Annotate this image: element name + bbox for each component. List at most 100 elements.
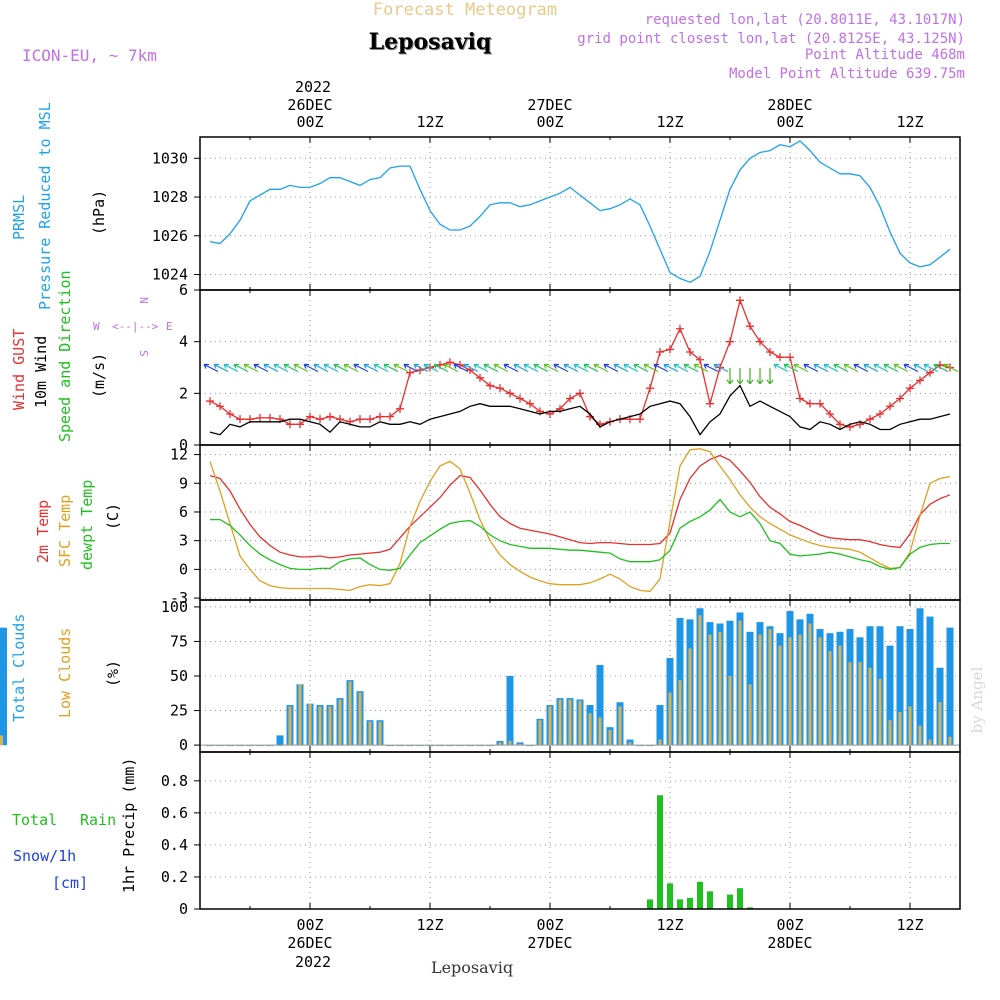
- bar-rain: [697, 881, 703, 909]
- wind-direction-arrow: [253, 363, 269, 373]
- bar-low-clouds: [368, 721, 372, 746]
- wind-direction-arrow: [803, 363, 819, 373]
- gust-marker: [226, 410, 234, 418]
- bar-low-clouds: [908, 706, 912, 746]
- wind-direction-arrow: [223, 363, 239, 373]
- gust-marker: [906, 384, 914, 393]
- label-snow: Snow/1h: [13, 847, 76, 865]
- gust-marker: [896, 394, 904, 403]
- ytick-label: -3: [170, 589, 188, 607]
- gust-marker: [446, 358, 454, 367]
- ytick-label: 0.6: [161, 804, 188, 822]
- bar-low-clouds: [348, 681, 352, 746]
- series-wind-gust: [209, 298, 951, 428]
- gust-marker: [386, 412, 394, 421]
- wind-direction-arrow: [913, 363, 929, 373]
- wind-direction-arrow: [393, 363, 409, 373]
- bar-low-clouds: [898, 711, 902, 746]
- location-title: Leposaviq: [369, 29, 492, 55]
- gust-marker: [826, 410, 834, 418]
- bar-low-clouds: [948, 736, 952, 746]
- ytick-label: 3: [179, 532, 188, 550]
- bar-total-clouds: [926, 616, 934, 746]
- bottom-hour-label: 12Z: [656, 916, 683, 934]
- credit-watermark: by Angel: [968, 666, 986, 733]
- wind-direction-arrow: [746, 367, 754, 385]
- ytick-label: 0: [179, 736, 188, 754]
- bar-rain: [737, 888, 743, 909]
- wind-direction-arrow: [263, 363, 279, 373]
- gust-marker: [646, 384, 654, 393]
- ylabel-ms: (m/s): [90, 353, 108, 398]
- wind-direction-arrow: [413, 363, 429, 373]
- bar-rain: [727, 894, 733, 909]
- bar-low-clouds: [848, 662, 852, 746]
- gust-marker: [766, 348, 774, 356]
- ytick-label: 1026: [152, 227, 188, 245]
- bar-low-clouds: [878, 678, 882, 746]
- footer-location: Leposaviq: [431, 958, 513, 977]
- gust-marker: [816, 399, 824, 408]
- ylabel-percent: (%): [104, 660, 122, 687]
- bar-low-clouds: [868, 667, 872, 746]
- bar-low-clouds: [668, 692, 672, 746]
- bar-total-clouds: [506, 676, 514, 746]
- wind-direction-arrow: [713, 363, 729, 373]
- wind-direction-arrow: [893, 363, 909, 373]
- bar-total-clouds: [596, 664, 604, 746]
- wind-direction-arrow: [433, 363, 449, 373]
- temp-ylabels: 2m Temp SFC Temp dewpt Temp (C): [34, 480, 122, 570]
- series-10m-wind: [209, 384, 951, 436]
- wind-direction-arrow: [653, 363, 669, 373]
- wind-direction-arrow: [523, 363, 539, 373]
- meteogram-title: Forecast Meteogram: [373, 0, 557, 20]
- wind-direction-arrow: [353, 363, 369, 373]
- bottom-hour-label: 12Z: [896, 916, 923, 934]
- ylabel-low-clouds: Low Clouds: [56, 628, 74, 718]
- ylabel-c: (C): [104, 503, 122, 530]
- gust-marker: [866, 415, 874, 424]
- bar-low-clouds: [518, 743, 522, 746]
- bar-low-clouds: [838, 645, 842, 746]
- gust-marker: [686, 348, 694, 356]
- gridpoint-coords: grid point closest lon,lat (20.8125E, 43…: [577, 31, 965, 47]
- wind-direction-arrow: [283, 363, 299, 373]
- ytick-label: 25: [170, 702, 188, 720]
- wind-direction-arrow: [313, 363, 329, 373]
- requested-coords: requested lon,lat (20.8011E, 43.1017N): [645, 12, 965, 28]
- bar-low-clouds: [788, 637, 792, 746]
- bar-low-clouds: [318, 706, 322, 746]
- wind-direction-arrow: [903, 363, 919, 373]
- series-sfc-temp: [209, 448, 951, 593]
- bar-low-clouds: [628, 742, 632, 746]
- gust-marker: [296, 420, 304, 429]
- gust-marker: [526, 399, 534, 408]
- bar-low-clouds: [618, 706, 622, 746]
- wind-direction-arrow: [883, 363, 899, 373]
- wind-direction-arrow: [493, 363, 509, 373]
- ylabel-speed-direction: Speed and Direction: [56, 270, 74, 442]
- ytick-label: 0: [179, 900, 188, 918]
- wind-direction-arrow: [813, 363, 829, 373]
- wind-direction-arrow: [403, 363, 419, 373]
- time-axis-labels: 00Z 00Z 12Z 12Z 00Z 00Z 12Z 12Z 00Z 00Z 12Z 12Z 26DE…: [287, 96, 923, 952]
- ytick-label: 9: [179, 474, 188, 492]
- series-dewpt-temp: [210, 498, 950, 571]
- ytick-label: 1024: [152, 266, 188, 284]
- bar-rain: [647, 899, 653, 909]
- top-hour-label: 00Z: [536, 113, 563, 131]
- label-total: Total: [12, 811, 57, 829]
- gust-marker: [286, 420, 294, 429]
- ylabel-1hr-precip: 1hr Precip (mm): [120, 758, 138, 893]
- bar-total-clouds: [906, 629, 914, 746]
- gust-marker: [496, 384, 504, 393]
- ytick-label: 0.4: [161, 836, 188, 854]
- bar-low-clouds: [578, 700, 582, 746]
- series-prmsl: [209, 140, 951, 284]
- bar-total-clouds: [886, 645, 894, 746]
- bar-low-clouds: [378, 721, 382, 746]
- compass-w: W: [93, 320, 100, 333]
- gust-marker: [796, 394, 804, 403]
- gust-marker: [516, 394, 524, 403]
- bar-low-clouds: [298, 684, 302, 746]
